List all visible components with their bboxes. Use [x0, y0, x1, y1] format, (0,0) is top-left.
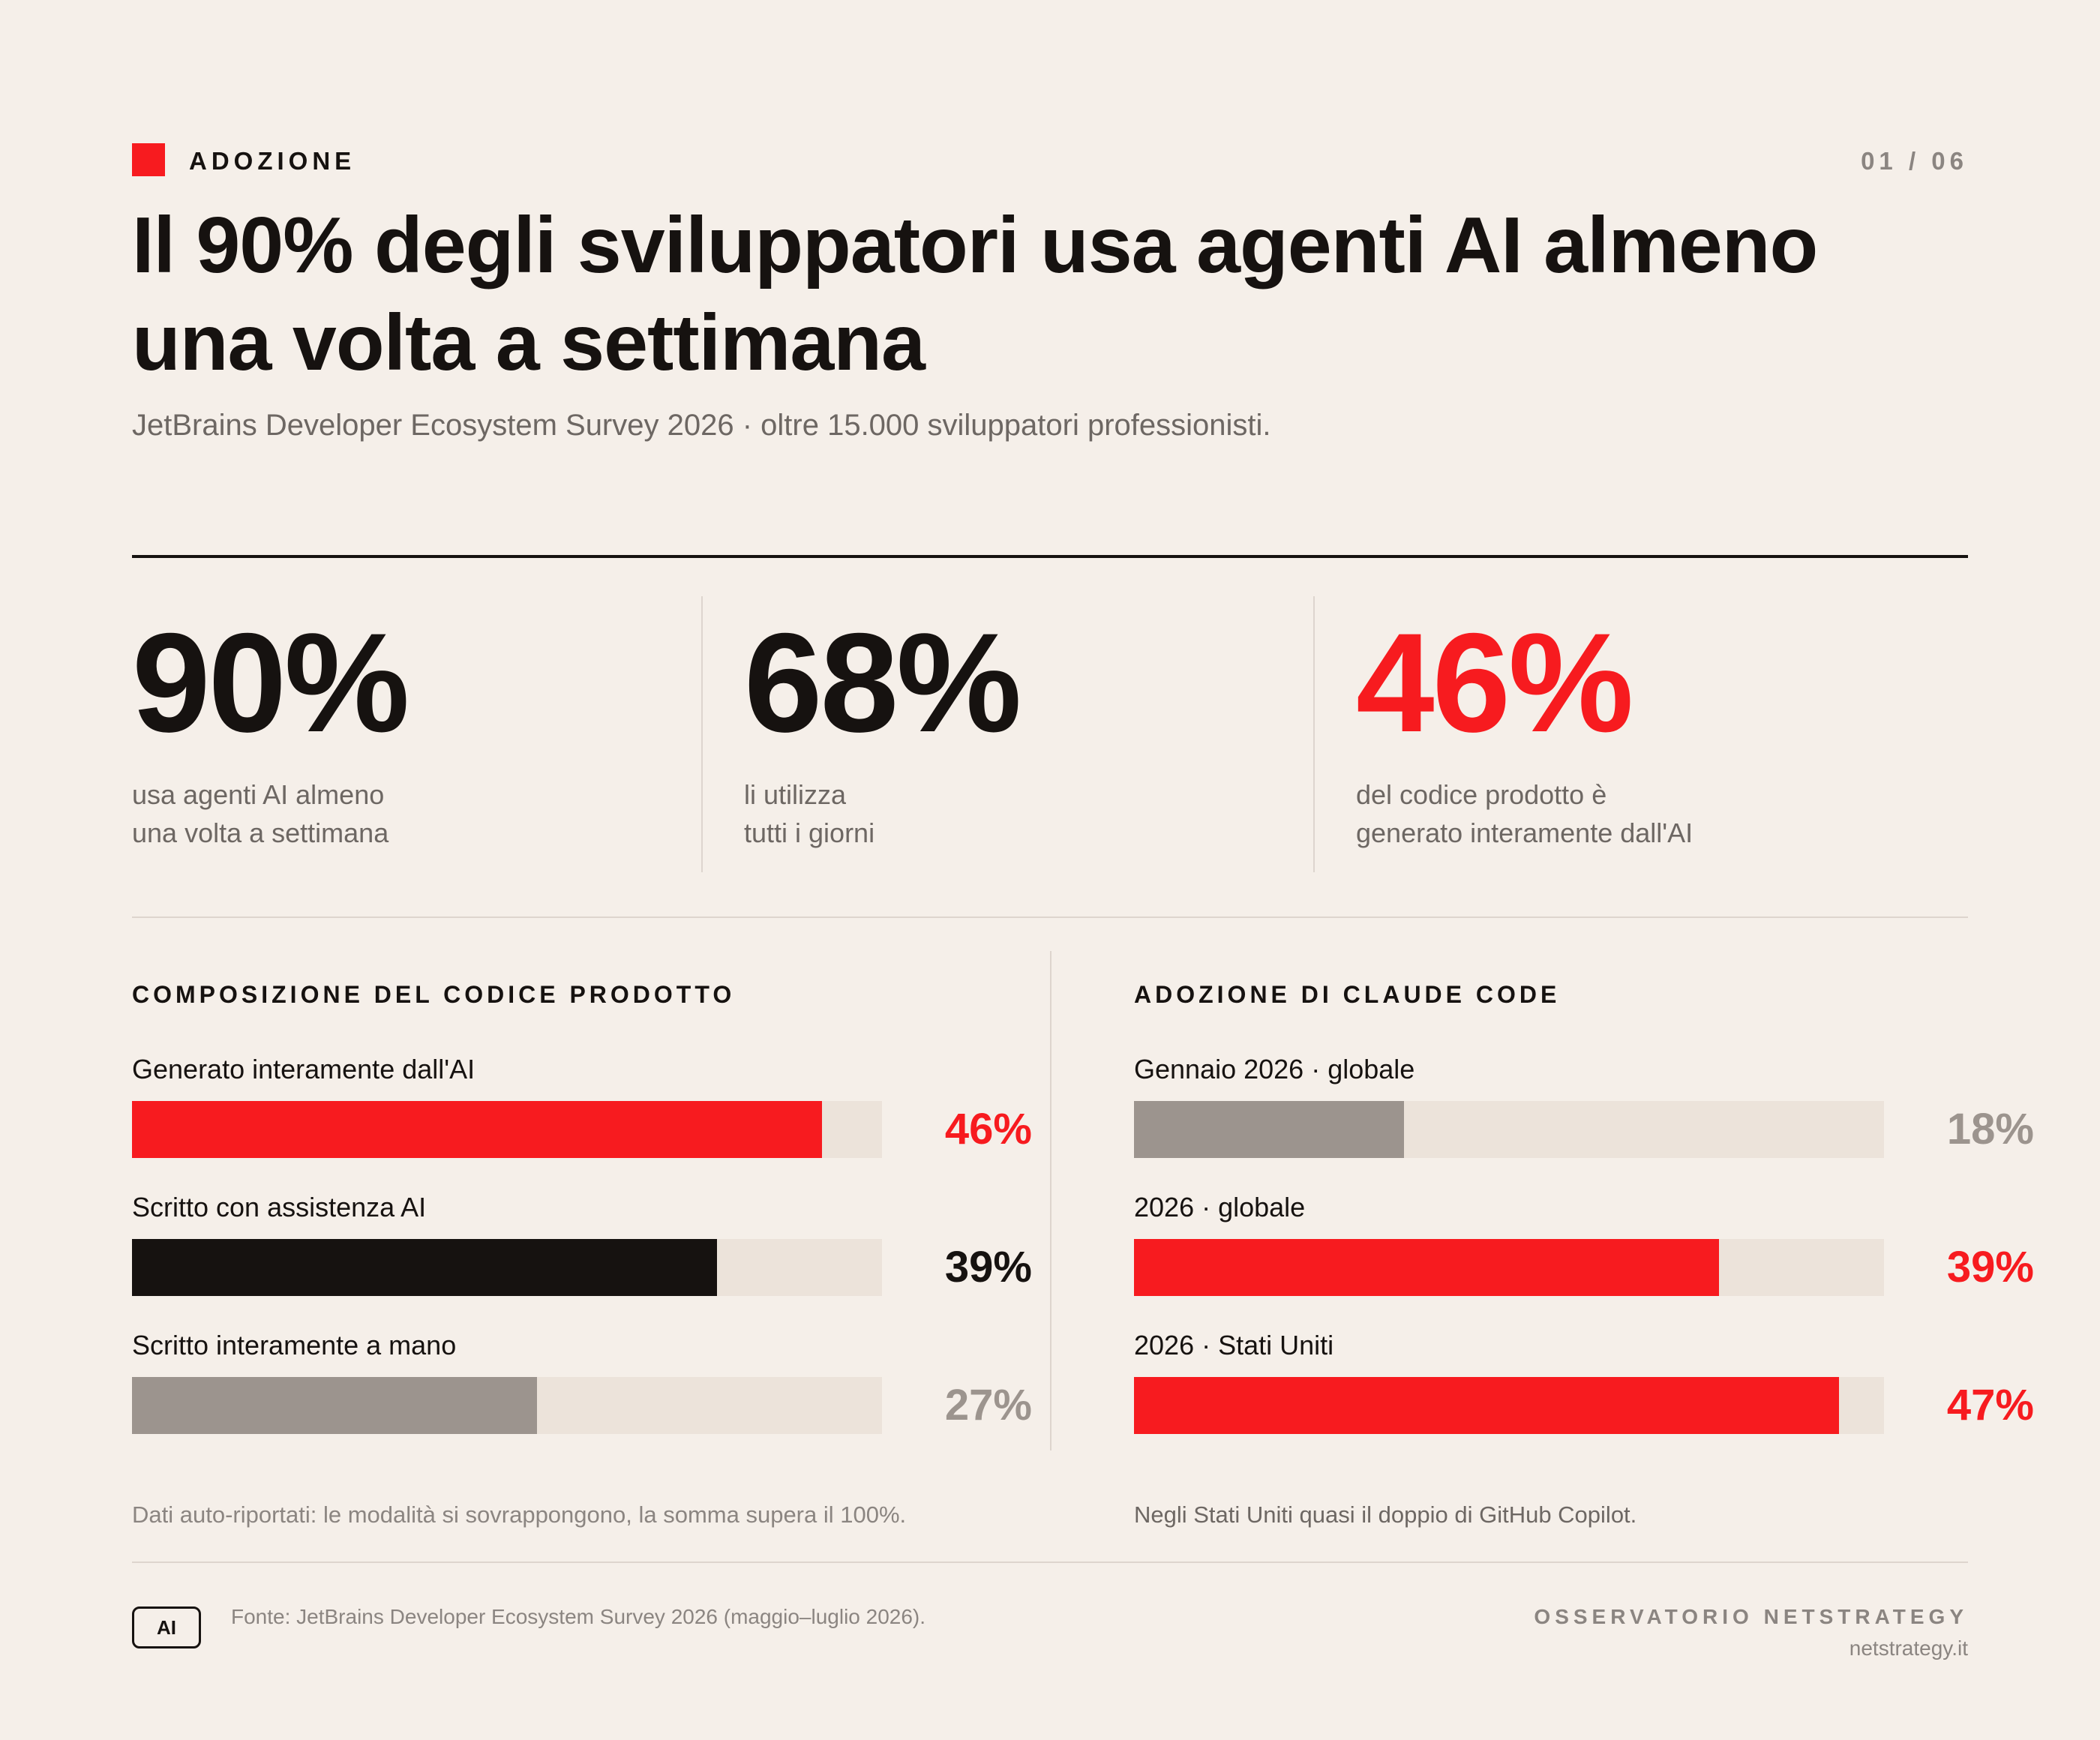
- chart-title: COMPOSIZIONE DEL CODICE PRODOTTO: [132, 981, 736, 1008]
- ai-badge: AI: [132, 1606, 201, 1648]
- bar-category-label: Gennaio 2026 · globale: [1134, 1054, 1415, 1084]
- bar-value-label: 39%: [1946, 1243, 2034, 1292]
- bar: [132, 1377, 537, 1434]
- bar-value-label: 47%: [1946, 1381, 2034, 1430]
- bar-category-label: Scritto con assistenza AI: [132, 1192, 427, 1222]
- kpi-weekly-label: usa agenti AI almeno una volta a settima…: [132, 779, 389, 848]
- bar: [132, 1239, 717, 1296]
- bar: [1134, 1239, 1719, 1296]
- bar-value-label: 39%: [944, 1243, 1032, 1292]
- source-note: Fonte: JetBrains Developer Ecosystem Sur…: [231, 1605, 926, 1628]
- bar: [1134, 1377, 1839, 1434]
- bar-value-label: 46%: [944, 1105, 1032, 1154]
- bar-category-label: Scritto interamente a mano: [132, 1330, 457, 1360]
- bar-value-label: 18%: [1946, 1105, 2034, 1154]
- chart-note: Negli Stati Uniti quasi il doppio di Git…: [1134, 1502, 1637, 1528]
- page-subtitle: JetBrains Developer Ecosystem Survey 202…: [132, 409, 1271, 442]
- chart-note: Dati auto-riportati: le modalità si sovr…: [132, 1502, 907, 1528]
- header-divider: [132, 555, 1968, 558]
- kpi-divider: [1313, 596, 1315, 872]
- kpi-bottom-divider: [132, 916, 1968, 918]
- kpi-ai-code-label: del codice prodotto è generato interamen…: [1356, 779, 1694, 848]
- kpi-daily-value: 68%: [744, 604, 1022, 761]
- chart-title: ADOZIONE DI CLAUDE CODE: [1134, 981, 1561, 1008]
- bar: [1134, 1101, 1404, 1158]
- bar: [132, 1101, 822, 1158]
- kpi-daily-label: li utilizza tutti i giorni: [744, 779, 875, 848]
- brand-name: OSSERVATORIO NETSTRATEGY: [1534, 1605, 1968, 1628]
- panel-divider: [1050, 951, 1052, 1450]
- category-marker: [132, 143, 165, 176]
- bar-value-label: 27%: [944, 1381, 1032, 1430]
- kpi-divider: [701, 596, 703, 872]
- bar-category-label: Generato interamente dall'AI: [132, 1054, 476, 1084]
- bar-category-label: 2026 · globale: [1134, 1192, 1306, 1222]
- brand-site: netstrategy.it: [1849, 1636, 1968, 1660]
- footer-divider: [132, 1562, 1968, 1563]
- kpi-ai-code-value: 46%: [1356, 604, 1634, 761]
- page-indicator: 01 / 06: [1861, 147, 1968, 175]
- category-label: ADOZIONE: [189, 147, 356, 175]
- page-title: Il 90% degli sviluppatori usa agenti AI …: [132, 201, 1818, 387]
- kpi-weekly: 90% usa agenti AI almeno una volta a set…: [132, 592, 702, 852]
- kpi-ai-code: 46% del codice prodotto è generato inter…: [1356, 592, 1926, 852]
- kpi-weekly-value: 90%: [132, 604, 410, 761]
- bar-category-label: 2026 · Stati Uniti: [1134, 1330, 1334, 1360]
- kpi-daily: 68% li utilizza tutti i giorni: [744, 592, 1314, 852]
